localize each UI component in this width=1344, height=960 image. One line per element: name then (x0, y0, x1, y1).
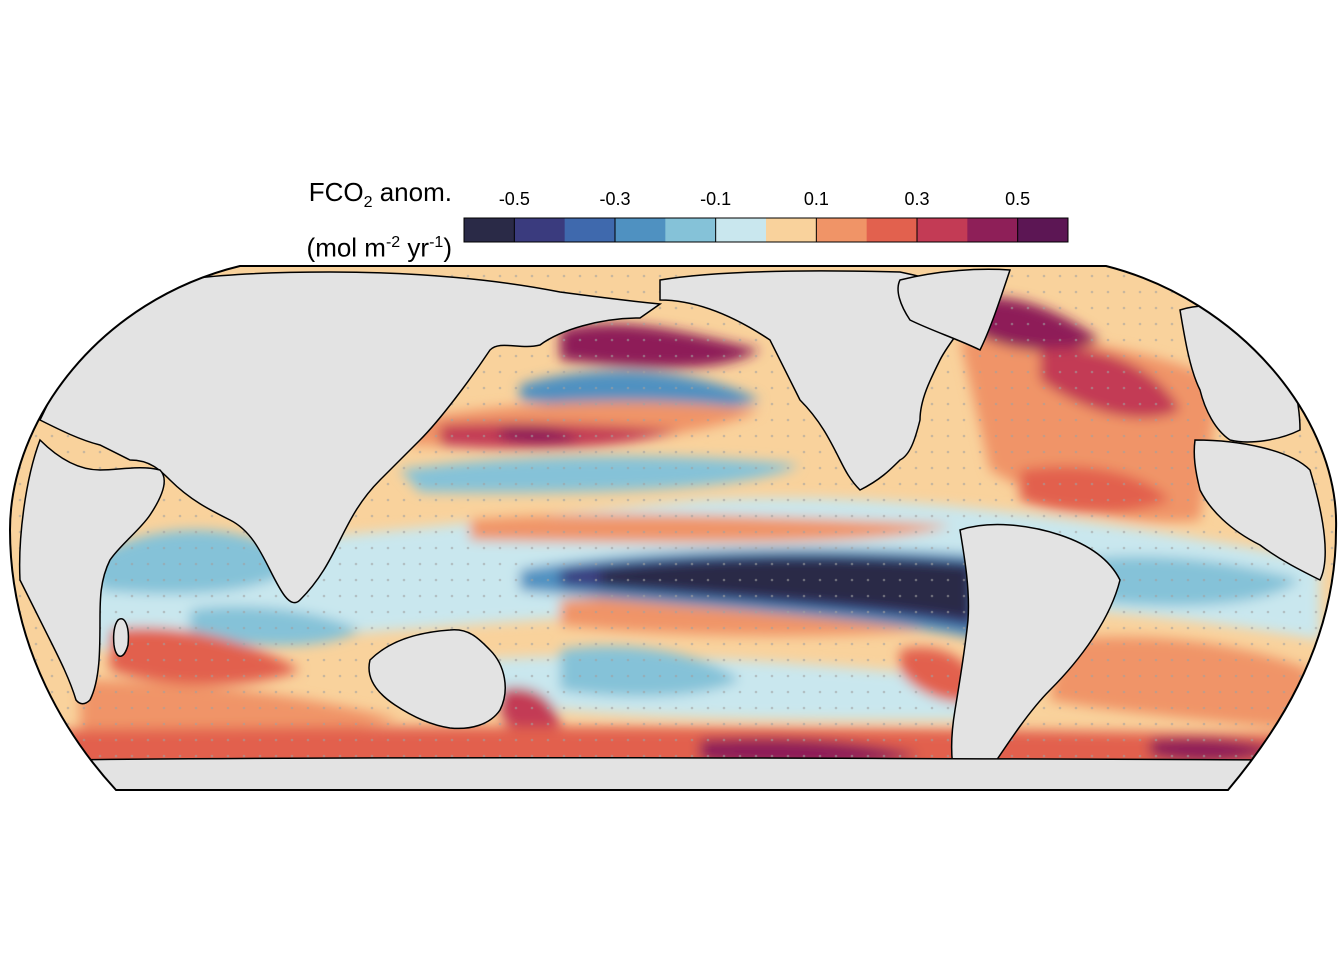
colorbar-swatch (816, 218, 868, 242)
map-body (10, 266, 1337, 790)
africa-east (1193, 439, 1326, 582)
colorbar-tick-label: -0.3 (599, 189, 630, 209)
africa (18, 438, 165, 705)
eurasia (38, 271, 663, 604)
greenland (897, 268, 1012, 352)
colorbar-swatch (564, 218, 616, 242)
colorbar (463, 217, 1069, 243)
legend-title: FCO2 anom. (mol m-2 yr-1) (262, 172, 452, 268)
colorbar-swatch (615, 218, 666, 242)
colorbar-swatch (967, 218, 1019, 242)
madagascar (112, 618, 130, 657)
colorbar-tick-label: 0.3 (904, 189, 929, 209)
colorbar-ticks: -0.5 -0.3 -0.1 0.1 0.3 0.5 (499, 189, 1030, 242)
colorbar-swatch (464, 218, 515, 242)
colorbar-frame (463, 217, 1069, 243)
colorbar-tick-label: -0.1 (700, 189, 731, 209)
north-america (659, 270, 982, 491)
legend-title-line2: (mol m-2 yr-1) (306, 232, 452, 263)
australia (368, 629, 506, 730)
colorbar-tick-label: 0.1 (804, 189, 829, 209)
south-america (950, 523, 1121, 790)
colorbar-swatch (514, 218, 566, 242)
colorbar-swatch (1017, 218, 1069, 242)
colorbar-swatch (665, 218, 717, 242)
globe-outline (8, 265, 1338, 791)
colorbar-swatch (715, 218, 767, 242)
colorbar-tick-label: -0.5 (499, 189, 530, 209)
antarctica (59, 756, 1301, 790)
colorbar-tick-label: 0.5 (1005, 189, 1030, 209)
colorbar-swatch (766, 218, 817, 242)
colorbar-swatch (866, 218, 918, 242)
legend-title-line1: FCO2 anom. (308, 177, 452, 212)
colorbar-swatch (917, 218, 968, 242)
